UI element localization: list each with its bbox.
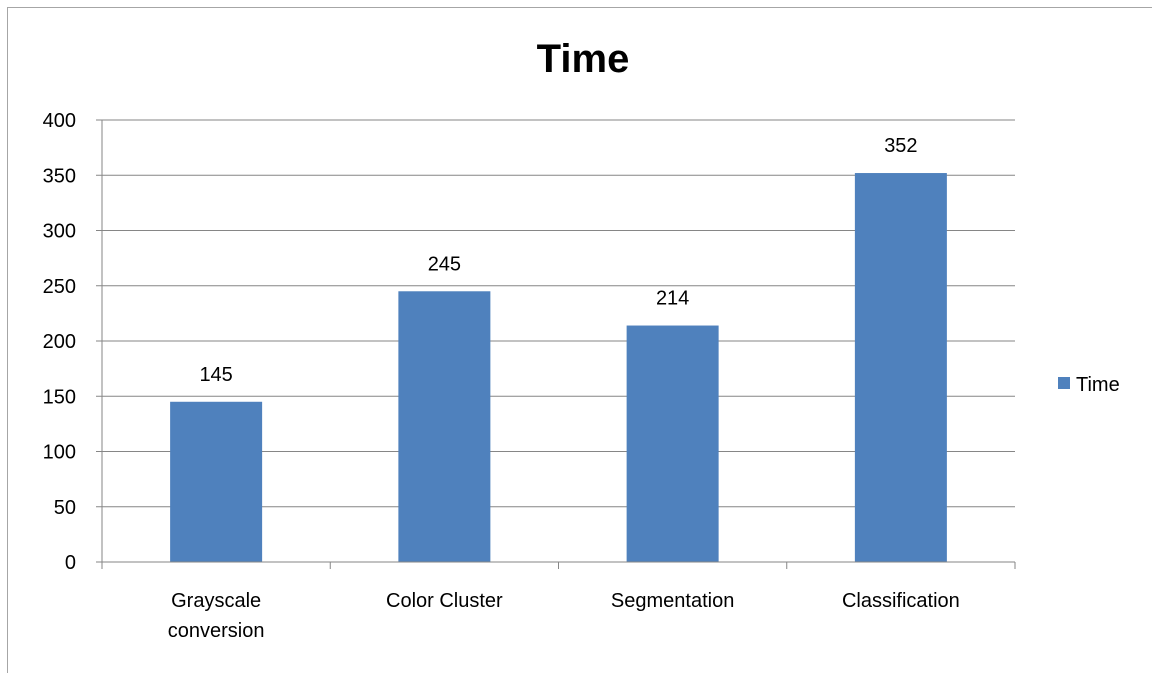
y-tick-label: 350: [43, 165, 76, 187]
data-label: 352: [884, 135, 917, 157]
y-tick-label: 50: [54, 497, 76, 519]
data-label: 145: [199, 364, 232, 386]
y-tick-label: 100: [43, 442, 76, 464]
data-label: 214: [656, 288, 689, 310]
bar: [398, 291, 491, 562]
bar: [626, 325, 719, 562]
y-axis-ticks: 0 50 100 150 200 250 300 350 400: [43, 110, 103, 574]
x-tick-label: Classification: [842, 590, 960, 612]
bars: [170, 173, 947, 563]
bar: [854, 173, 947, 563]
category-labels: Grayscale conversion Color Cluster Segmenta…: [168, 590, 960, 642]
y-tick-label: 400: [43, 110, 76, 132]
y-tick-label: 300: [43, 221, 76, 243]
data-labels: 145 245 214 352: [199, 135, 917, 386]
y-tick-label: 200: [43, 331, 76, 353]
x-axis: [101, 561, 1016, 569]
y-tick-label: 250: [43, 276, 76, 298]
y-tick-label: 150: [43, 386, 76, 408]
x-tick-label: Color Cluster: [386, 590, 503, 612]
chart-title: Time: [537, 37, 630, 81]
bar: [170, 401, 263, 562]
legend: Time: [1058, 374, 1120, 396]
x-tick-label: Grayscale conversion: [168, 590, 265, 642]
chart-border: [7, 7, 1152, 673]
legend-swatch: [1058, 377, 1070, 389]
data-label: 245: [428, 253, 461, 275]
x-tick-label: Segmentation: [611, 590, 734, 612]
legend-label: Time: [1076, 374, 1120, 396]
y-tick-label: 0: [65, 552, 76, 574]
